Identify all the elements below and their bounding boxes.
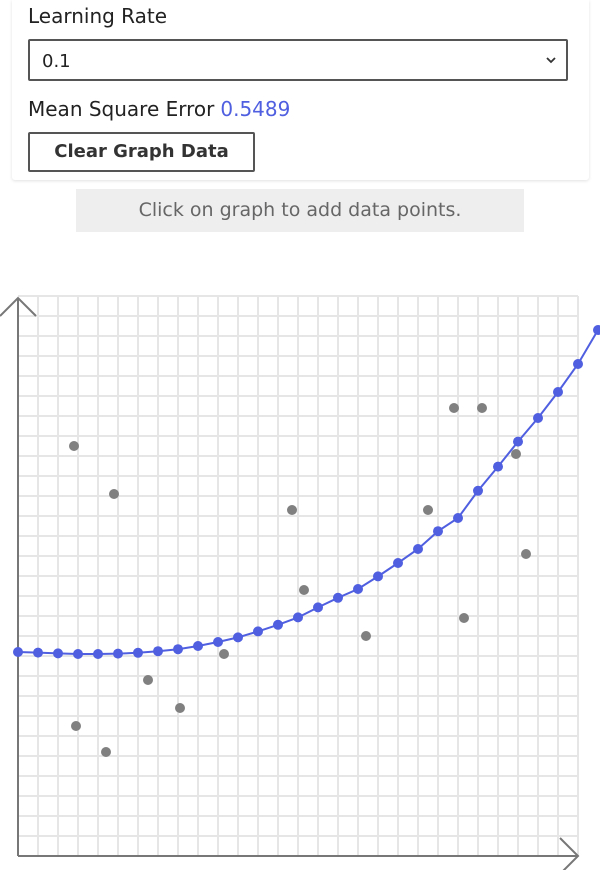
data-point [477,403,487,413]
clear-graph-data-button[interactable]: Clear Graph Data [28,132,255,172]
fit-point [413,544,423,554]
fit-point [193,641,203,651]
fit-point [113,648,123,659]
fit-point [493,461,503,472]
data-point [521,549,531,559]
fit-point [593,325,600,335]
fit-point [73,649,83,659]
fit-line [17,329,599,655]
axes [0,296,580,870]
data-point [459,613,469,623]
fit-point [373,571,383,582]
chevron-down-icon [546,57,556,64]
data-point [101,747,111,757]
fit-point [33,647,43,658]
mse-value: 0.5489 [220,97,291,121]
mse-row: Mean Square Error 0.5489 [28,97,290,121]
data-point [69,441,79,451]
learning-rate-label: Learning Rate [28,4,168,28]
controls-panel: Learning Rate 0.1 Mean Square Error 0.548… [12,0,589,180]
fit-point [473,485,483,496]
fit-point [253,626,263,637]
data-point [71,721,81,731]
mse-label: Mean Square Error [28,97,215,121]
fit-point [453,513,463,523]
data-point [299,585,309,595]
data-point [175,703,185,713]
fit-point [293,612,303,623]
fit-point [573,359,583,369]
learning-rate-selected-value: 0.1 [42,51,71,72]
data-points [69,403,531,757]
fit-point [313,602,323,613]
data-point [109,489,119,499]
fit-curve [13,325,600,659]
fit-point [353,584,363,594]
data-point [287,505,297,515]
hint-message: Click on graph to add data points. [76,189,524,232]
fit-point [393,558,403,568]
fit-point [93,649,103,659]
fit-point [233,632,243,643]
fit-point [13,647,23,657]
fit-point [173,644,183,655]
fit-point [273,619,283,630]
fit-point [433,526,443,537]
learning-rate-select[interactable]: 0.1 [28,39,568,81]
data-point [219,649,229,659]
fit-point [133,647,143,658]
fit-point [513,436,523,447]
fit-point [553,387,563,397]
regression-graph[interactable] [0,290,600,870]
data-point [423,505,433,515]
data-point [143,675,153,685]
fit-point [333,592,343,603]
data-point [449,403,459,413]
data-point [511,449,521,459]
data-point [361,631,371,641]
x-axis-arrow-icon [559,837,580,870]
grid [18,295,579,856]
fit-point [53,648,63,659]
fit-point [533,413,543,423]
y-axis-arrow-icon [0,296,37,317]
fit-point [153,646,163,657]
fit-point [213,637,223,647]
